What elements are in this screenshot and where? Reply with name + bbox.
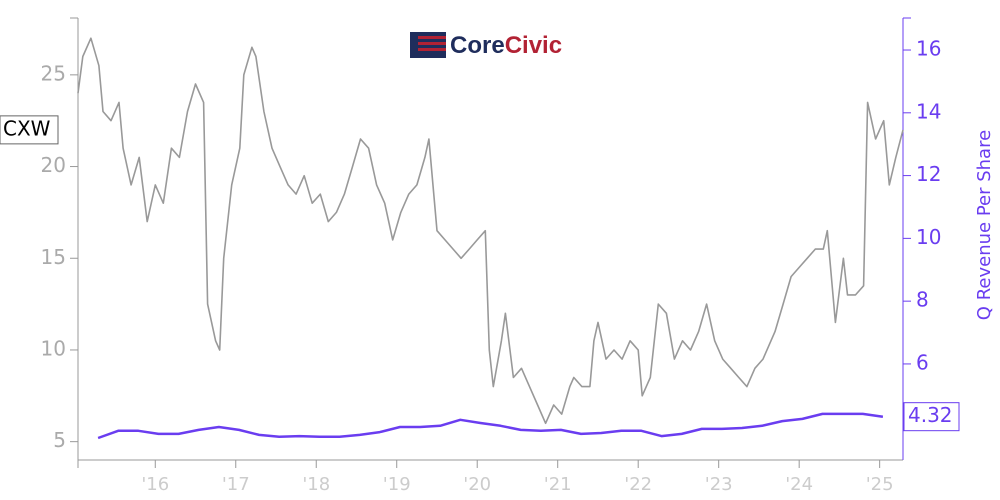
logo-civic: Civic bbox=[505, 32, 562, 59]
value-label: 4.32 bbox=[908, 403, 953, 427]
value-label-box bbox=[903, 402, 960, 432]
y2-axis-label: Q Revenue Per Share bbox=[974, 130, 995, 320]
x-tick-label: '21 bbox=[544, 474, 572, 495]
logo-stripe bbox=[418, 36, 446, 39]
y2-tick-label: 14 bbox=[916, 99, 941, 123]
logo-core: Core bbox=[450, 32, 505, 59]
series-line bbox=[77, 37, 904, 425]
x-tick-label: '23 bbox=[705, 474, 733, 495]
logo-text: CoreCivic bbox=[450, 32, 562, 59]
x-tick-label: '19 bbox=[383, 474, 411, 495]
x-tick-label: '16 bbox=[141, 474, 169, 495]
logo: CoreCivic bbox=[410, 32, 562, 59]
y2-tick-label: 8 bbox=[916, 288, 929, 312]
y2-tick-label: 12 bbox=[916, 162, 941, 186]
y-tick-label: 10 bbox=[41, 336, 66, 360]
x-tick-label: '24 bbox=[785, 474, 813, 495]
y-tick-label: 5 bbox=[53, 428, 66, 452]
y-tick-label: 25 bbox=[41, 61, 66, 85]
x-tick-label: '25 bbox=[866, 474, 894, 495]
logo-stripe bbox=[418, 48, 446, 51]
x-tick-label: '17 bbox=[222, 474, 250, 495]
x-tick-label: '18 bbox=[302, 474, 330, 495]
x-tick-label: '20 bbox=[463, 474, 491, 495]
x-tick-label: '22 bbox=[624, 474, 652, 495]
y2-tick-label: 10 bbox=[916, 225, 941, 249]
logo-stripe bbox=[418, 42, 446, 45]
series-label: CXW bbox=[3, 116, 51, 140]
y2-tick-label: 6 bbox=[916, 350, 929, 374]
y-tick-label: 15 bbox=[41, 245, 66, 269]
series-label-box bbox=[0, 115, 59, 145]
series-line bbox=[97, 412, 884, 440]
y-tick-label: 20 bbox=[41, 153, 66, 177]
y2-tick-label: 16 bbox=[916, 37, 941, 61]
